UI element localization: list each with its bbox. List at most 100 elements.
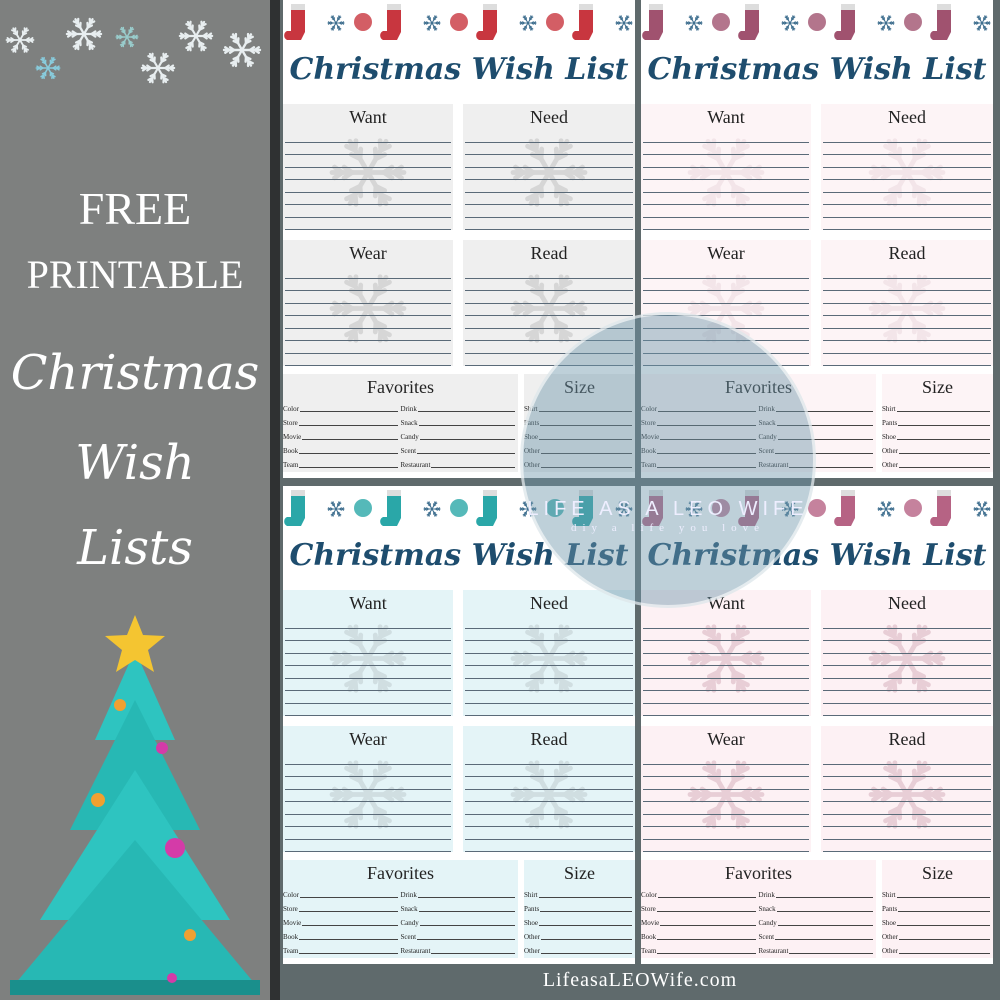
write-line[interactable]: [417, 453, 515, 454]
write-line[interactable]: [777, 439, 873, 440]
write-line[interactable]: [285, 704, 451, 716]
write-line[interactable]: [643, 840, 809, 852]
write-line[interactable]: [465, 765, 633, 777]
write-line[interactable]: [823, 691, 991, 704]
write-line[interactable]: [285, 180, 451, 193]
write-line[interactable]: [823, 654, 991, 666]
write-line[interactable]: [643, 218, 809, 230]
write-line[interactable]: [823, 291, 991, 304]
write-line[interactable]: [465, 777, 633, 790]
write-line[interactable]: [465, 218, 633, 230]
write-line[interactable]: [465, 316, 633, 329]
write-line[interactable]: [896, 897, 990, 898]
write-line[interactable]: [823, 143, 991, 155]
write-line[interactable]: [465, 616, 633, 629]
write-line[interactable]: [643, 704, 809, 716]
write-line[interactable]: [657, 939, 756, 940]
write-line[interactable]: [823, 704, 991, 716]
write-line[interactable]: [643, 130, 809, 143]
write-line[interactable]: [775, 897, 873, 898]
write-line[interactable]: [823, 752, 991, 765]
write-line[interactable]: [643, 777, 809, 790]
write-line[interactable]: [465, 180, 633, 193]
write-line[interactable]: [823, 777, 991, 790]
write-line[interactable]: [823, 629, 991, 641]
write-line[interactable]: [465, 354, 633, 366]
write-line[interactable]: [285, 666, 451, 679]
write-line[interactable]: [657, 897, 756, 898]
write-line[interactable]: [823, 802, 991, 815]
write-line[interactable]: [465, 155, 633, 168]
write-line[interactable]: [823, 316, 991, 329]
write-line[interactable]: [285, 641, 451, 654]
write-line[interactable]: [643, 143, 809, 155]
write-line[interactable]: [898, 453, 990, 454]
write-line[interactable]: [285, 341, 451, 354]
write-line[interactable]: [285, 218, 451, 230]
write-line[interactable]: [465, 629, 633, 641]
write-line[interactable]: [465, 279, 633, 291]
write-line[interactable]: [285, 329, 451, 341]
write-line[interactable]: [285, 790, 451, 802]
write-line[interactable]: [285, 304, 451, 316]
write-line[interactable]: [643, 815, 809, 827]
write-line[interactable]: [823, 790, 991, 802]
write-line[interactable]: [898, 467, 990, 468]
write-line[interactable]: [898, 911, 990, 912]
write-line[interactable]: [299, 453, 398, 454]
write-line[interactable]: [465, 143, 633, 155]
write-line[interactable]: [299, 411, 398, 412]
write-line[interactable]: [897, 439, 990, 440]
write-line[interactable]: [418, 425, 515, 426]
write-line[interactable]: [465, 291, 633, 304]
write-line[interactable]: [302, 439, 398, 440]
write-line[interactable]: [302, 925, 398, 926]
write-line[interactable]: [823, 155, 991, 168]
write-line[interactable]: [465, 304, 633, 316]
write-line[interactable]: [775, 939, 873, 940]
write-line[interactable]: [643, 266, 809, 279]
write-line[interactable]: [299, 467, 398, 468]
write-line[interactable]: [285, 827, 451, 840]
write-line[interactable]: [285, 654, 451, 666]
write-line[interactable]: [285, 291, 451, 304]
write-line[interactable]: [465, 704, 633, 716]
write-line[interactable]: [823, 679, 991, 691]
write-line[interactable]: [465, 205, 633, 218]
write-line[interactable]: [417, 939, 515, 940]
write-line[interactable]: [465, 752, 633, 765]
write-line[interactable]: [285, 193, 451, 205]
write-line[interactable]: [285, 629, 451, 641]
write-line[interactable]: [776, 911, 873, 912]
write-line[interactable]: [643, 155, 809, 168]
write-line[interactable]: [823, 193, 991, 205]
write-line[interactable]: [643, 629, 809, 641]
write-line[interactable]: [643, 790, 809, 802]
write-line[interactable]: [643, 304, 809, 316]
write-line[interactable]: [298, 425, 398, 426]
write-line[interactable]: [660, 925, 756, 926]
write-line[interactable]: [643, 654, 809, 666]
write-line[interactable]: [465, 790, 633, 802]
write-line[interactable]: [299, 897, 398, 898]
write-line[interactable]: [540, 953, 632, 954]
write-line[interactable]: [643, 802, 809, 815]
write-line[interactable]: [898, 953, 990, 954]
write-line[interactable]: [898, 939, 990, 940]
write-line[interactable]: [465, 641, 633, 654]
write-line[interactable]: [775, 453, 873, 454]
write-line[interactable]: [643, 679, 809, 691]
write-line[interactable]: [285, 679, 451, 691]
write-line[interactable]: [465, 193, 633, 205]
write-line[interactable]: [465, 168, 633, 180]
write-line[interactable]: [285, 616, 451, 629]
write-line[interactable]: [465, 266, 633, 279]
write-line[interactable]: [823, 266, 991, 279]
write-line[interactable]: [285, 130, 451, 143]
write-line[interactable]: [823, 279, 991, 291]
write-line[interactable]: [540, 939, 632, 940]
write-line[interactable]: [643, 279, 809, 291]
write-line[interactable]: [823, 329, 991, 341]
write-line[interactable]: [823, 641, 991, 654]
write-line[interactable]: [465, 802, 633, 815]
